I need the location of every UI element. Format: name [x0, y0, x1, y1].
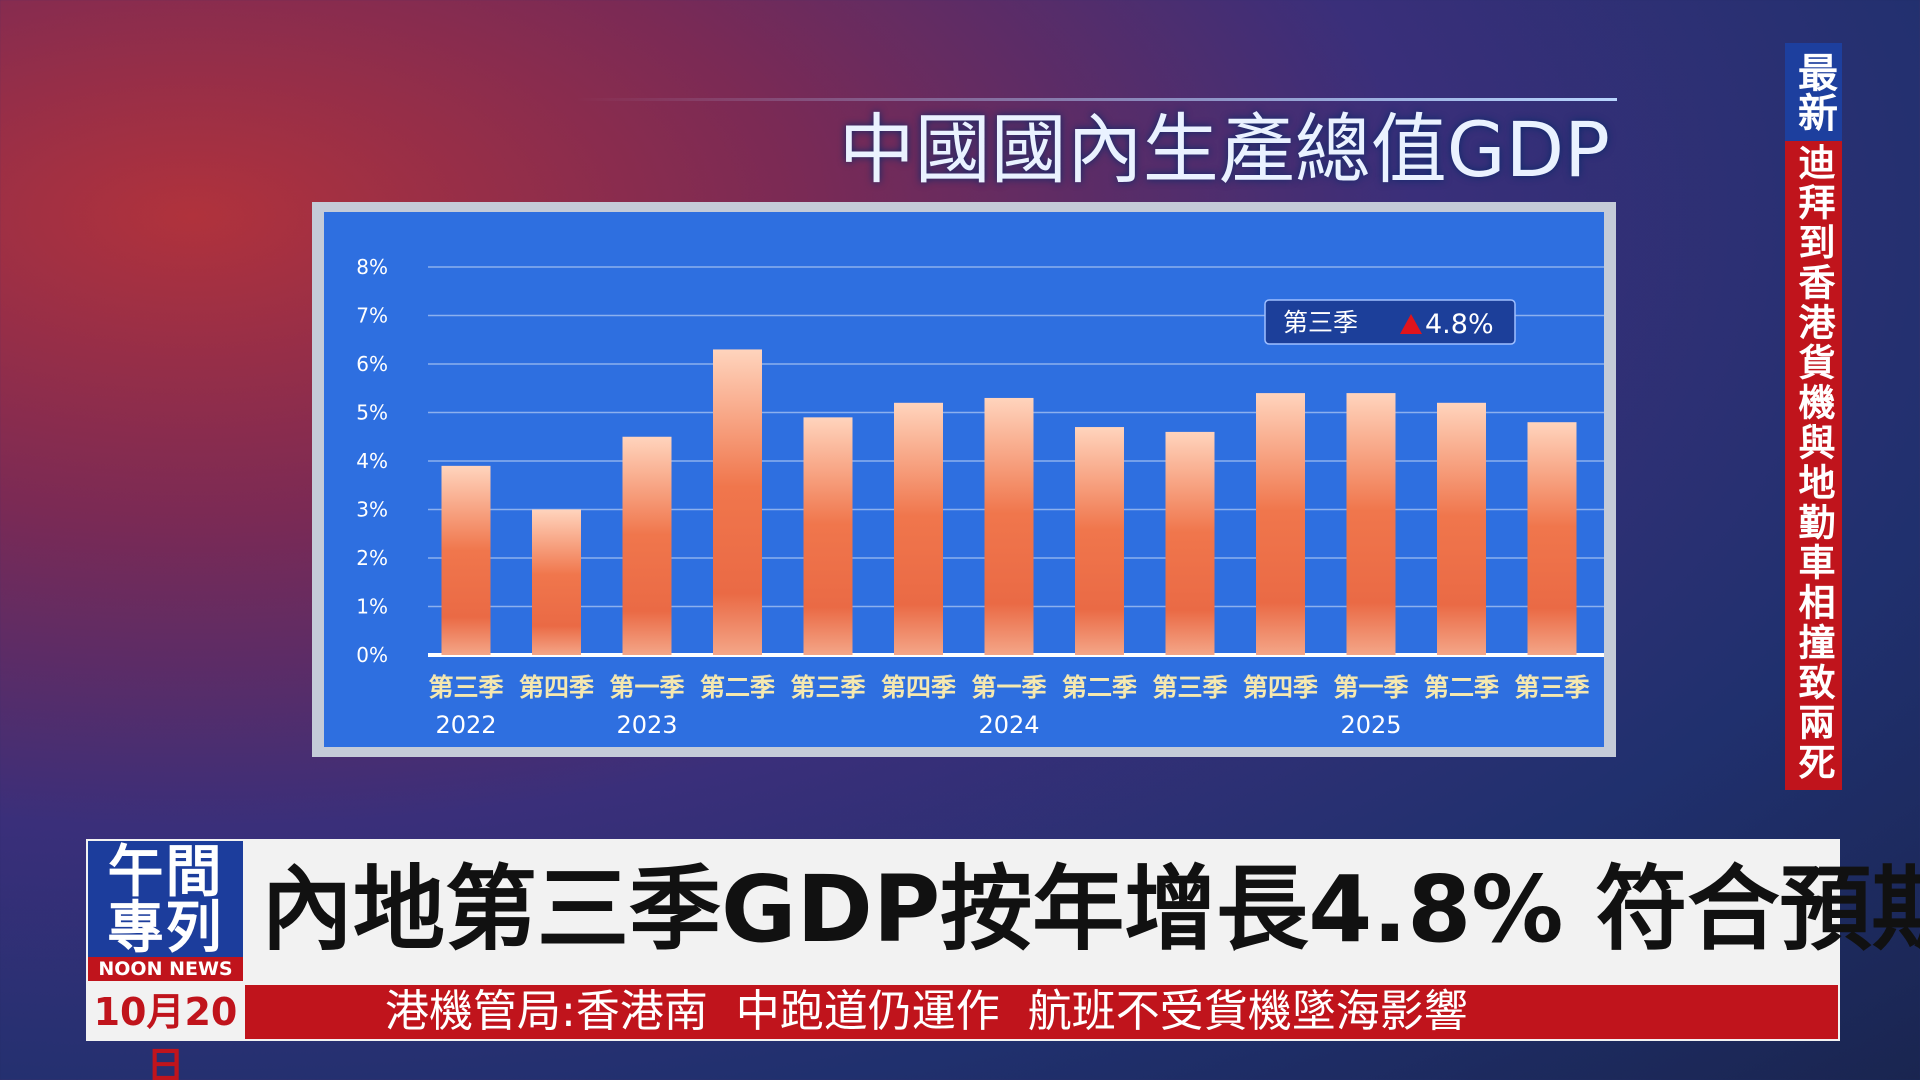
x-tick-label: 第三季: [790, 673, 865, 702]
x-tick-label: 第四季: [881, 673, 956, 702]
bar: [803, 417, 853, 655]
lower-third: 午間專列 NOON NEWS 內地第三季GDP按年增長4.8% 符合預期 10月…: [86, 839, 1920, 1080]
x-tick-year: 2022: [435, 711, 496, 739]
bar: [532, 509, 581, 655]
x-tick-label: 第四季: [519, 673, 594, 702]
bar: [1256, 393, 1305, 655]
bar: [1165, 431, 1215, 655]
bar: [984, 397, 1034, 655]
y-tick-label: 6%: [356, 352, 388, 376]
chart-title: 中國國內生產總值GDP: [838, 105, 1610, 194]
headline: 內地第三季GDP按年增長4.8% 符合預期: [261, 856, 1920, 963]
x-tick-label: 第四季: [1243, 673, 1318, 702]
y-tick-label: 3%: [356, 498, 388, 522]
x-tick-year: 2023: [616, 711, 677, 739]
annotation-value: 4.8%: [1425, 309, 1494, 340]
bar: [1437, 402, 1486, 655]
x-tick-label: 第一季: [1333, 673, 1408, 702]
annotation-text: 第三季: [1283, 308, 1358, 337]
x-tick-label: 第二季: [1062, 673, 1137, 702]
date: 10月20日: [93, 990, 238, 1080]
program-name: 午間專列: [107, 840, 224, 961]
annotation-box: [1264, 299, 1516, 345]
bar: [441, 465, 491, 655]
ticker-tag: 最新: [1785, 43, 1842, 141]
y-tick-label: 7%: [356, 304, 388, 328]
bar: [894, 402, 943, 655]
x-tick-year: 2024: [978, 711, 1039, 739]
x-tick-year: 2025: [1340, 711, 1401, 739]
news-ticker: 最新 迪拜到香港貨機與地勤車相撞致兩死: [1785, 43, 1842, 790]
bar: [1527, 422, 1577, 655]
y-tick-label: 1%: [356, 595, 388, 619]
title-rule: [575, 98, 1617, 101]
ticker-text: 迪拜到香港貨機與地勤車相撞致兩死: [1792, 143, 1835, 783]
program-name-en: NOON NEWS: [88, 957, 243, 981]
x-tick-label: 第三季: [1152, 673, 1227, 702]
y-tick-label: 5%: [356, 401, 388, 425]
x-tick-label: 第二季: [1424, 673, 1499, 702]
subline: 港機管局:香港南 中跑道仍運作 航班不受貨機墜海影響: [245, 985, 1838, 1039]
x-tick-label: 第一季: [971, 673, 1046, 702]
program-logo: 午間專列 NOON NEWS: [88, 841, 243, 981]
x-tick-label: 第三季: [428, 673, 503, 702]
plot-background: [324, 212, 1604, 747]
bar: [1346, 393, 1396, 655]
bar: [1075, 427, 1124, 655]
y-tick-label: 2%: [356, 546, 388, 570]
bar: [622, 436, 672, 655]
x-tick-label: 第二季: [700, 673, 775, 702]
up-arrow: [1400, 314, 1422, 334]
bar: [713, 349, 762, 655]
x-tick-label: 第一季: [609, 673, 684, 702]
y-tick-label: 4%: [356, 449, 388, 473]
y-tick-label: 0%: [356, 643, 388, 667]
x-tick-label: 第三季: [1514, 673, 1589, 702]
y-tick-label: 8%: [356, 255, 388, 279]
